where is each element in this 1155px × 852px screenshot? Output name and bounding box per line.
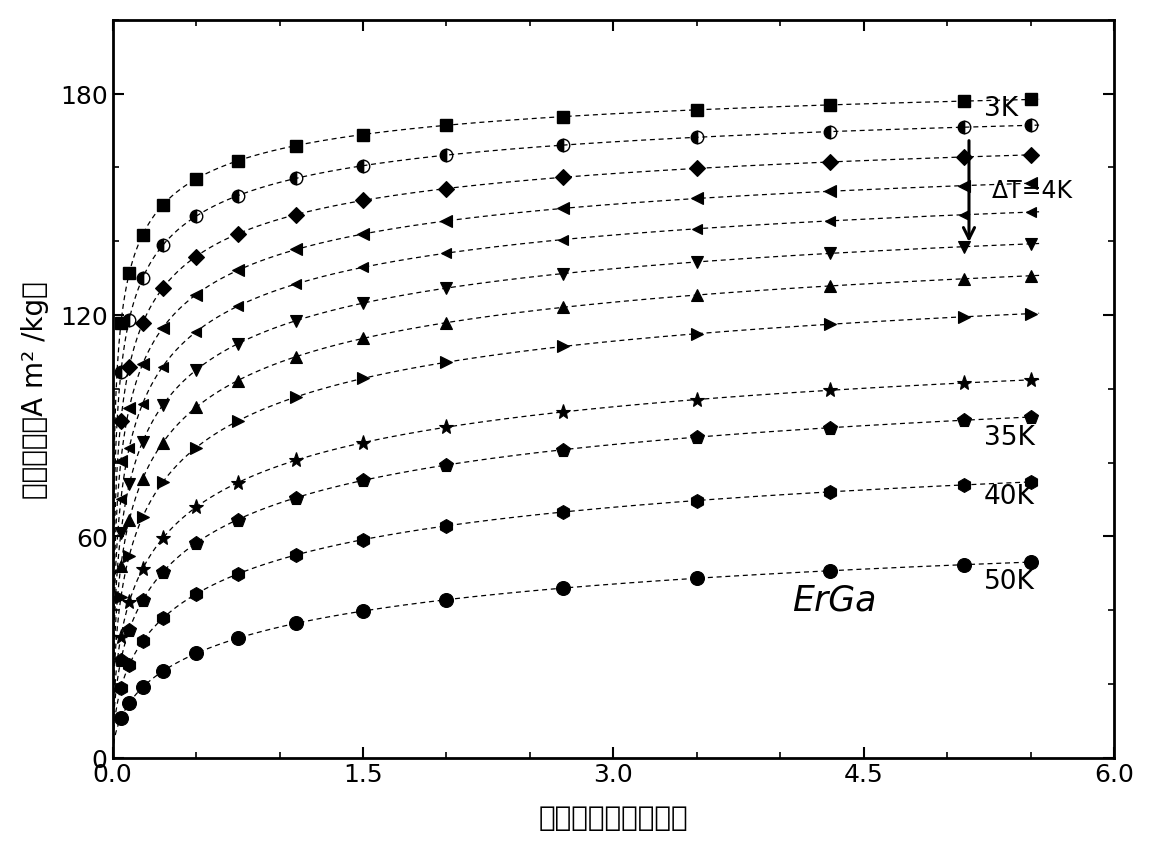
X-axis label: 磁场强度（特斯拉）: 磁场强度（特斯拉） [538,803,688,832]
Text: 40K: 40K [984,483,1035,509]
Y-axis label: 磁化强度（A m² /kg）: 磁化强度（A m² /kg） [21,280,49,498]
Text: 35K: 35K [984,424,1035,450]
Text: 50K: 50K [984,568,1035,594]
Text: ErGa: ErGa [791,582,875,616]
Text: 3K: 3K [984,96,1019,122]
Text: ΔT=4K: ΔT=4K [992,178,1073,202]
